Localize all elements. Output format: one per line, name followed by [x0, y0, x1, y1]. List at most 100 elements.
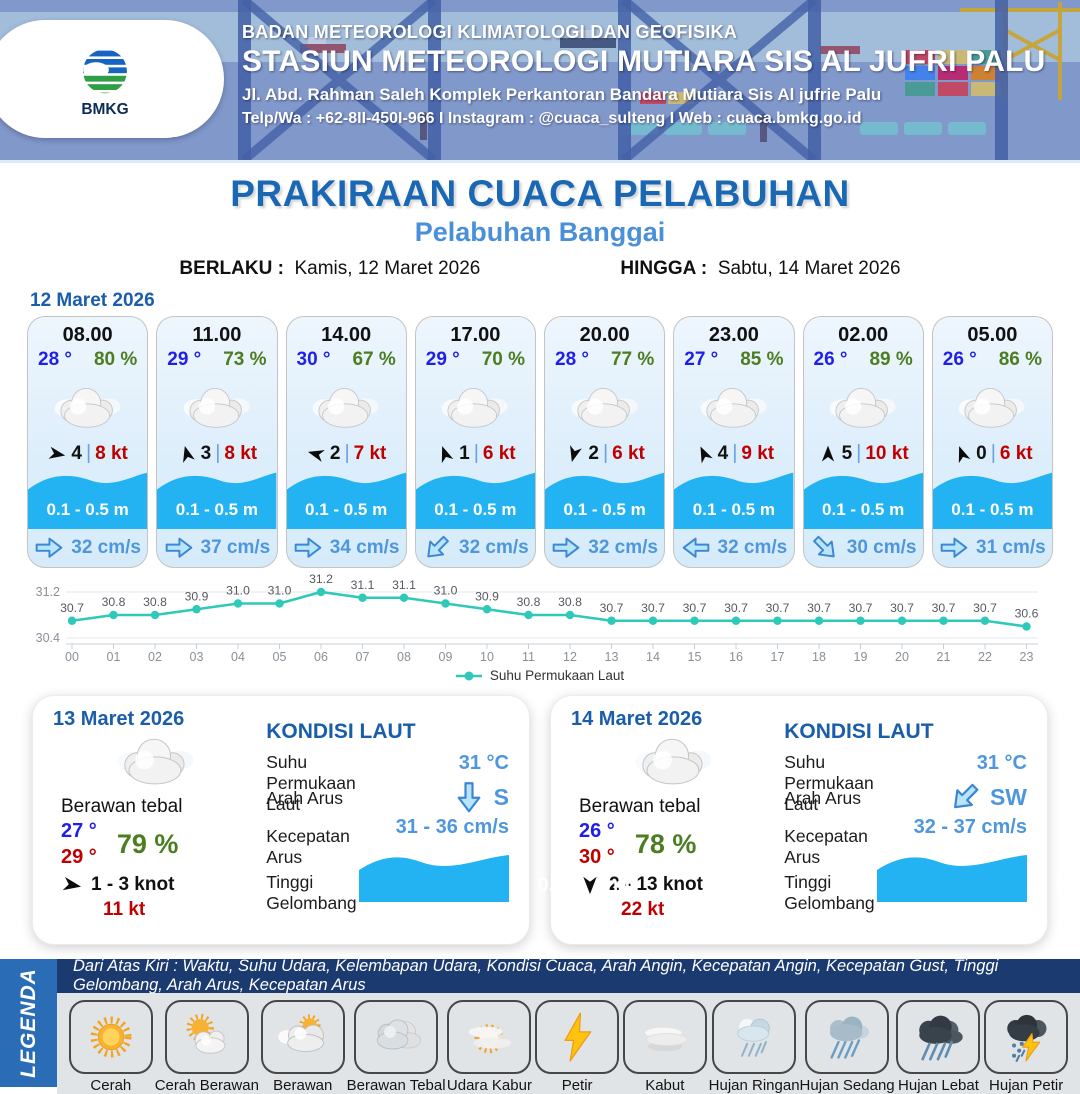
legend-icon-box: [535, 1000, 620, 1074]
wind-range: 1 - 3 knot: [91, 874, 175, 895]
wave-height: 0.1 - 0.5 m: [563, 500, 646, 519]
wave-height-band: 0.1 - 0.5 m: [545, 467, 665, 529]
temp-max: 29 °: [61, 846, 97, 868]
light-rain-icon: [737, 1017, 770, 1057]
temp-min: 27 °: [61, 820, 97, 842]
legend-sidebar: LEGENDA: [0, 959, 57, 1087]
current-speed: 32 cm/s: [71, 537, 141, 558]
wave-icon: [286, 472, 406, 529]
current-speed: 32 cm/s: [588, 537, 658, 558]
forecast-card: 20.00 28 ° 77 % 2 | 6 kt 0.1 - 0.5 m 32 c…: [544, 316, 666, 568]
wind-direction-icon: [307, 449, 325, 462]
current-direction-icon: [940, 537, 968, 559]
wave-height-band: 0.1 - 0.5 m: [803, 467, 923, 529]
svg-text:30.7: 30.7: [973, 601, 997, 615]
humidity: 73 %: [223, 349, 267, 370]
current-info: 32 cm/s: [28, 529, 147, 567]
svg-text:00: 00: [65, 650, 79, 664]
berlaku-date: BERLAKU : Kamis, 12 Maret 2026: [179, 258, 480, 280]
humidity: 80 %: [93, 349, 138, 370]
current-direction-icon: [294, 537, 322, 559]
svg-text:08: 08: [397, 650, 411, 664]
svg-text:03: 03: [190, 650, 204, 664]
sun-cloud-icon: [186, 1013, 226, 1054]
current-speed: 32 cm/s: [717, 537, 788, 558]
svg-text:30.7: 30.7: [683, 601, 707, 615]
wind-value: 4: [71, 442, 82, 464]
wave-height-band: 0.1 - 0.5 m: [674, 467, 794, 529]
forecast-time: 17.00: [450, 324, 501, 346]
forecast-date: 12 Maret 2026: [30, 290, 155, 311]
daily-forecast-row: 13 Maret 2026 Berawan tebal 27 ° 29 ° 79…: [32, 695, 1080, 945]
svg-text:31.2: 31.2: [309, 574, 333, 586]
current-speed-value: 31 - 36 cm/s: [395, 816, 509, 838]
svg-text:31.0: 31.0: [268, 584, 292, 598]
humidity: 85 %: [740, 349, 784, 370]
berlaku-value: Kamis, 12 Maret 2026: [294, 258, 481, 279]
current-direction-icon: [457, 781, 481, 813]
current-direction-icon: [682, 537, 709, 559]
legend-icon-box: [622, 1000, 707, 1074]
wave-height-band: 0.1 - 0.5 m: [415, 467, 535, 529]
header-banner: BMKG BADAN METEOROLOGI KLIMATOLOGI DAN G…: [0, 0, 1080, 163]
wind-direction-icon: [62, 876, 82, 891]
sea-condition-heading: KONDISI LAUT: [266, 720, 416, 743]
svg-text:13: 13: [605, 650, 619, 664]
berlaku-label: BERLAKU :: [179, 258, 284, 279]
day-forecast-card: 14 Maret 2026 Berawan tebal 26 ° 30 ° 78…: [550, 695, 1080, 945]
forecast-time: 08.00: [62, 324, 113, 346]
svg-text:30.8: 30.8: [517, 595, 541, 609]
wave-icon: [545, 472, 665, 529]
svg-text:30.7: 30.7: [807, 601, 831, 615]
wind-direction-icon: [570, 444, 583, 462]
org-name: BADAN METEOROLOGI KLIMATOLOGI DAN GEOFIS…: [242, 22, 738, 42]
sst-value: 31 °C: [458, 752, 509, 774]
wind-direction-icon: [583, 876, 597, 895]
cloud-icon: [829, 387, 896, 428]
validity-dates: BERLAKU : Kamis, 12 Maret 2026 HINGGA : …: [0, 258, 1080, 280]
current-speed: 32 cm/s: [459, 537, 529, 558]
wave-label: Tinggi Gelombang: [784, 872, 875, 913]
legend-band: LEGENDA Dari Atas Kiri : Waktu, Suhu Uda…: [0, 957, 1080, 1094]
weather-condition: Berawan tebal: [61, 796, 183, 817]
hingga-value: Sabtu, 14 Maret 2026: [717, 258, 901, 279]
svg-text:30.8: 30.8: [558, 595, 582, 609]
wind-info: 4 | 9 kt: [674, 442, 793, 465]
wind-speed: 8 kt: [95, 442, 128, 464]
sst-chart-plot: 31.2 30.4 00 01 02 03 04 05 06 07 08 09 10 11 12 13 14 15…: [0, 574, 1080, 666]
forecast-card: 17.00 29 ° 70 % 1 | 6 kt 0.1 - 0.5 m 32 c…: [414, 316, 536, 568]
forecast-time: 02.00: [838, 324, 889, 346]
wave-height-band: 0.1 - 0.5 m: [157, 467, 277, 529]
humidity: 70 %: [481, 349, 525, 370]
svg-text:22: 22: [978, 650, 992, 664]
current-dir-value: SW: [989, 783, 1027, 810]
wind-info: 5 | 10 kt: [804, 442, 923, 465]
wave-height: 0.1 - 0.5 m: [1056, 875, 1080, 896]
wave-icon: [877, 855, 1027, 902]
wind-value: 4: [717, 442, 729, 464]
current-info: 31 cm/s: [933, 529, 1052, 567]
wind-speed: 9 kt: [741, 442, 775, 464]
cloud-icon: [312, 387, 379, 428]
wind-info: 2 | 7 kt: [287, 442, 406, 465]
svg-text:10: 10: [480, 650, 494, 664]
forecast-card: 14.00 30 ° 67 % 2 | 7 kt 0.1 - 0.5 m 34 c…: [285, 316, 407, 568]
forecast-time: 23.00: [708, 324, 759, 346]
legend-icon-box: [447, 1000, 532, 1074]
bmkg-logo: BMKG: [0, 20, 224, 138]
current-speed: 37 cm/s: [200, 537, 271, 558]
sst-value: 31 °C: [976, 752, 1027, 774]
sst-line-chart: 31.2 30.4 00 01 02 03 04 05 06 07 08 09 10 11 12 13 14 15…: [36, 574, 1039, 664]
cloud-icon: [700, 387, 767, 428]
humidity: 89 %: [869, 349, 913, 370]
wind-info: 2 | 6 kt: [545, 442, 664, 465]
legend-items: Cerah Cerah Berawan Berawan Berawan Teba…: [57, 993, 1080, 1094]
legend-icon-box: [896, 1000, 981, 1074]
wind-range: 2 - 13 knot: [609, 874, 703, 895]
current-info: 37 cm/s: [157, 529, 276, 567]
port-name: Pelabuhan Banggai: [414, 217, 666, 247]
humidity: 78 %: [634, 828, 697, 859]
hingga-label: HINGGA :: [620, 258, 708, 279]
svg-text:30.7: 30.7: [890, 601, 914, 615]
svg-text:31.1: 31.1: [392, 578, 416, 592]
